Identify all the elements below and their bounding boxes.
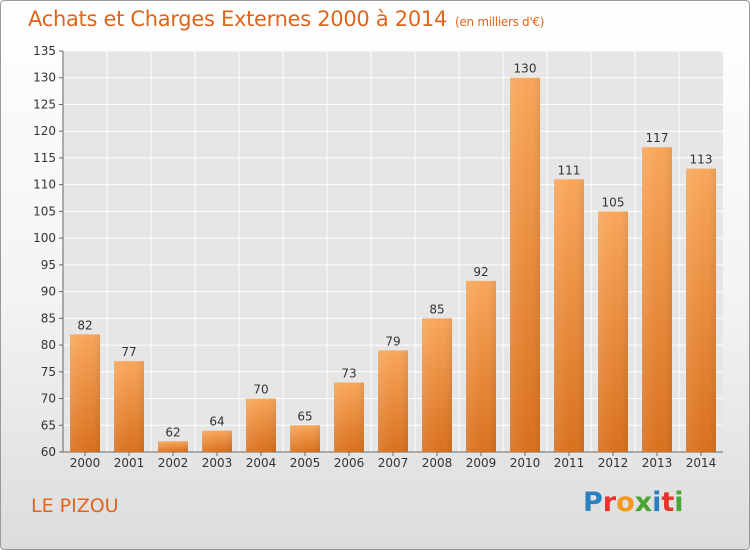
bar-shade xyxy=(510,77,540,452)
x-tick-label: 2003 xyxy=(202,456,233,470)
y-tick-label: 65 xyxy=(41,418,56,432)
y-tick-label: 90 xyxy=(41,285,56,299)
value-label: 117 xyxy=(646,131,669,145)
bar-shade xyxy=(466,280,496,452)
logo-letter: o xyxy=(616,487,635,518)
logo-letter: P xyxy=(583,487,603,518)
axes: 60 65 70 75 80 85 90 95 100 105 110 115 120 125 130 135… xyxy=(33,44,723,470)
value-label: 85 xyxy=(429,302,444,316)
bar-shade xyxy=(246,398,276,452)
value-label: 92 xyxy=(473,265,488,279)
x-tick-label: 2014 xyxy=(686,456,717,470)
y-tick-label: 80 xyxy=(41,338,56,352)
bar-shade xyxy=(114,361,144,452)
value-label: 79 xyxy=(385,334,400,348)
y-tick-label: 95 xyxy=(41,258,56,272)
proxiti-logo: Proxiti xyxy=(583,487,684,518)
value-label: 62 xyxy=(165,425,180,439)
value-label: 82 xyxy=(77,318,92,332)
commune-name: LE PIZOU xyxy=(31,495,119,517)
x-tick-label: 2004 xyxy=(246,456,277,470)
y-tick-label: 130 xyxy=(33,71,56,85)
value-label: 111 xyxy=(558,163,581,177)
x-tick-label: 2012 xyxy=(598,456,629,470)
value-label: 77 xyxy=(121,345,136,359)
bar-shade xyxy=(378,350,408,452)
value-label: 105 xyxy=(602,195,625,209)
bar-shade xyxy=(598,211,628,452)
x-tick-label: 2011 xyxy=(554,456,585,470)
x-tick-label: 2001 xyxy=(114,456,145,470)
chart-title-text: Achats et Charges Externes 2000 à 2014 xyxy=(28,7,448,31)
y-tick-label: 125 xyxy=(33,97,56,111)
value-label: 64 xyxy=(209,415,224,429)
logo-letter: i xyxy=(674,487,684,518)
bar-shade xyxy=(686,168,716,453)
y-tick-label: 60 xyxy=(41,445,56,459)
chart-unit: (en milliers d'€) xyxy=(455,15,545,29)
y-tick-label: 135 xyxy=(33,44,56,58)
y-tick-label: 85 xyxy=(41,311,56,325)
y-tick-label: 110 xyxy=(33,178,56,192)
value-label: 65 xyxy=(297,409,312,423)
x-tick-label: 2005 xyxy=(290,456,321,470)
x-tick-label: 2006 xyxy=(334,456,365,470)
value-labels: 82 77 62 64 70 65 73 79 85 92 130 111 105 117 113 xyxy=(77,62,712,440)
y-tick-label: 75 xyxy=(41,365,56,379)
bar-shade xyxy=(334,382,364,452)
x-tick-label: 2007 xyxy=(378,456,409,470)
logo-letter: r xyxy=(602,487,617,518)
x-tick-label: 2010 xyxy=(510,456,541,470)
bar-shade xyxy=(554,179,584,452)
y-tick-label: 120 xyxy=(33,124,56,138)
logo-letter: i xyxy=(652,487,662,518)
bars xyxy=(70,77,716,453)
x-tick-label: 2013 xyxy=(642,456,673,470)
x-tick-label: 2000 xyxy=(70,456,101,470)
x-tick-label: 2002 xyxy=(158,456,189,470)
logo-letter: x xyxy=(634,487,653,518)
value-label: 130 xyxy=(514,62,537,76)
bar-shade xyxy=(290,425,320,452)
y-tick-label: 100 xyxy=(33,231,56,245)
bar-shade xyxy=(158,441,188,452)
y-tick-label: 115 xyxy=(33,151,56,165)
bar-shade xyxy=(70,334,100,452)
bar-shade xyxy=(642,147,672,453)
logo-letter: t xyxy=(661,487,675,518)
bar-shade xyxy=(202,430,232,452)
x-tick-label: 2008 xyxy=(422,456,453,470)
value-label: 113 xyxy=(690,153,713,167)
bar-shade xyxy=(422,318,452,452)
x-tick-label: 2009 xyxy=(466,456,497,470)
value-label: 73 xyxy=(341,366,356,380)
value-label: 70 xyxy=(253,383,268,397)
chart-title: Achats et Charges Externes 2000 à 2014 (e… xyxy=(28,7,544,31)
y-tick-label: 105 xyxy=(33,204,56,218)
y-tick-label: 70 xyxy=(41,392,56,406)
